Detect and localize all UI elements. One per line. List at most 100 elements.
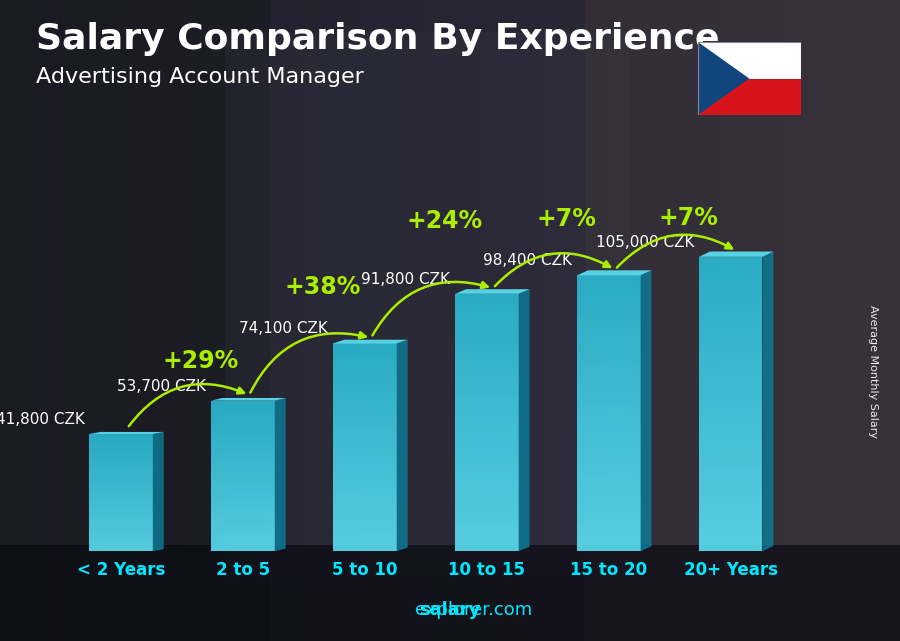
Bar <box>455 474 518 481</box>
Bar <box>212 506 274 510</box>
Bar <box>455 538 518 545</box>
Bar <box>693 0 702 641</box>
Bar <box>783 0 792 641</box>
Bar <box>9 0 18 641</box>
Bar <box>577 358 641 365</box>
Bar <box>455 345 518 352</box>
Bar <box>648 0 657 641</box>
Bar <box>455 410 518 416</box>
Bar <box>699 345 762 353</box>
Bar <box>699 397 762 404</box>
Bar <box>699 338 762 345</box>
Bar <box>699 448 762 456</box>
Bar <box>212 503 274 506</box>
Bar <box>699 529 762 537</box>
Bar <box>315 0 324 641</box>
Bar <box>567 0 576 641</box>
Bar <box>135 0 144 641</box>
Bar <box>577 331 641 337</box>
Bar <box>153 0 162 641</box>
Bar <box>468 0 477 641</box>
Bar <box>333 380 397 385</box>
Bar <box>212 423 274 427</box>
Bar <box>577 399 641 406</box>
Bar <box>198 0 207 641</box>
Bar <box>333 432 397 437</box>
Bar <box>699 294 762 301</box>
Bar <box>612 0 621 641</box>
Bar <box>72 0 81 641</box>
Text: 98,400 CZK: 98,400 CZK <box>483 253 572 269</box>
Bar <box>212 476 274 479</box>
Bar <box>577 310 641 317</box>
Bar <box>699 272 762 279</box>
Bar <box>333 494 397 499</box>
Bar <box>414 0 423 641</box>
Bar <box>234 0 243 641</box>
Bar <box>306 0 315 641</box>
Bar <box>585 0 594 641</box>
Bar <box>455 326 518 333</box>
Bar <box>577 344 641 351</box>
Bar <box>455 519 518 526</box>
Bar <box>333 525 397 531</box>
Bar <box>585 0 900 641</box>
Text: +38%: +38% <box>284 276 360 299</box>
Text: Average Monthly Salary: Average Monthly Salary <box>868 305 878 438</box>
Bar <box>212 419 274 423</box>
Bar <box>89 519 153 522</box>
Bar <box>333 484 397 489</box>
Bar <box>89 537 153 540</box>
Bar <box>333 401 397 406</box>
Bar <box>577 537 641 544</box>
Text: 91,800 CZK: 91,800 CZK <box>361 272 450 287</box>
Bar <box>699 507 762 515</box>
Bar <box>455 306 518 313</box>
Bar <box>333 541 397 546</box>
Bar <box>89 531 153 534</box>
Bar <box>333 395 397 401</box>
Bar <box>577 441 641 448</box>
Bar <box>89 522 153 525</box>
Bar <box>699 382 762 389</box>
Bar <box>333 411 397 416</box>
Bar <box>423 0 432 641</box>
Bar <box>455 429 518 435</box>
Bar <box>117 0 126 641</box>
Bar <box>89 493 153 495</box>
Bar <box>455 435 518 442</box>
Bar <box>89 434 153 437</box>
Bar <box>455 294 518 300</box>
Bar <box>89 443 153 445</box>
Bar <box>531 0 540 641</box>
Bar <box>455 532 518 538</box>
Polygon shape <box>698 42 749 115</box>
Bar <box>144 0 153 641</box>
Bar <box>45 0 54 641</box>
Bar <box>0 0 9 641</box>
Bar <box>333 479 397 484</box>
Text: +24%: +24% <box>406 209 482 233</box>
Polygon shape <box>762 251 773 551</box>
Bar <box>699 485 762 492</box>
Bar <box>846 0 855 641</box>
Bar <box>455 300 518 306</box>
Bar <box>577 379 641 386</box>
Bar <box>455 397 518 403</box>
Bar <box>577 282 641 289</box>
Bar <box>89 516 153 519</box>
Bar <box>212 442 274 446</box>
Bar <box>621 0 630 641</box>
Bar <box>455 467 518 474</box>
Bar <box>699 419 762 426</box>
Bar <box>212 479 274 483</box>
Bar <box>89 495 153 499</box>
Bar <box>333 499 397 504</box>
Bar <box>455 384 518 390</box>
Bar <box>212 517 274 521</box>
Bar <box>577 434 641 441</box>
Text: explorer.com: explorer.com <box>369 601 533 619</box>
Polygon shape <box>699 251 773 257</box>
Bar <box>699 522 762 529</box>
Bar <box>577 503 641 510</box>
